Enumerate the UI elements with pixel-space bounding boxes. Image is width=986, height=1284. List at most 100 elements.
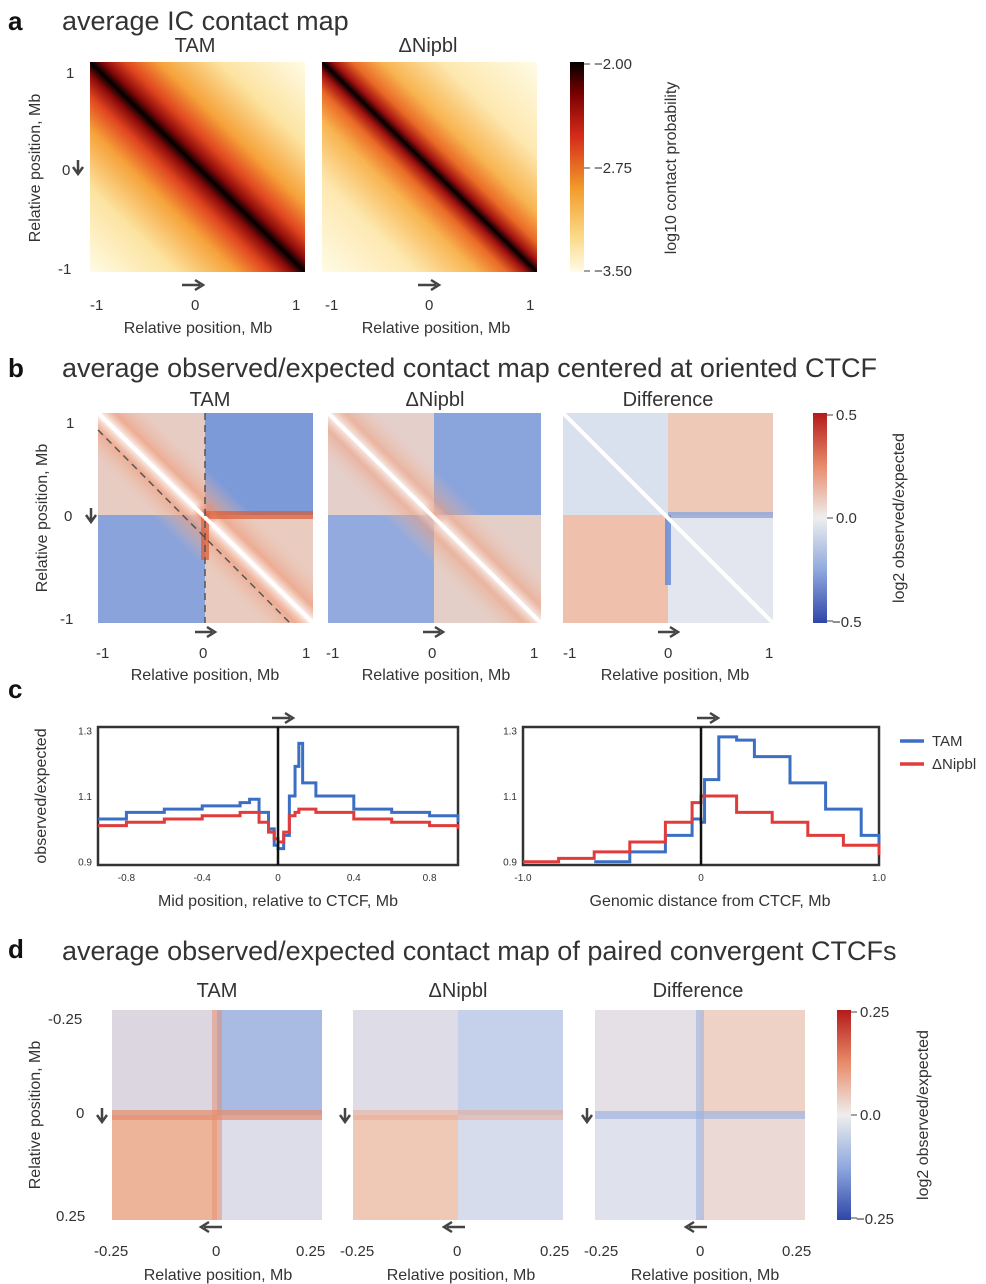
colorbar-a-tick-2: −2.75	[594, 160, 632, 177]
b3-xtick-1: -1	[563, 645, 576, 662]
panel-d-map-difference-title: Difference	[653, 980, 744, 1002]
colorbar-d-tick-2: 0.0	[860, 1107, 881, 1124]
a2-xtick-2: 0	[425, 297, 433, 314]
chart-c-left-xtick: 0.4	[347, 873, 361, 884]
d-xtick-2: 0	[212, 1243, 220, 1260]
chart-c-left-xtick: -0.4	[194, 873, 212, 884]
left-arrow-icon	[683, 1220, 707, 1234]
b-ytick-2: 0	[64, 508, 72, 525]
chart-c-left-ytick: 1.3	[78, 726, 92, 737]
panel-a-map-tam: TAM 1 0 -1 Relative position, Mb -1 0 1 …	[27, 35, 305, 337]
b-ytick-3: -1	[60, 611, 73, 628]
d-ytick-2: 0	[76, 1105, 84, 1122]
chart-c-right-ytick: 1.3	[503, 726, 517, 737]
right-arrow-icon	[697, 711, 721, 725]
chart-c-left-xtick: 0.8	[423, 873, 437, 884]
colorbar-d-label: log2 observed/expected	[915, 1030, 932, 1200]
panel-b-map-tam-title: TAM	[190, 389, 231, 411]
left-arrow-icon	[198, 1220, 222, 1234]
a-xtick-1: -1	[90, 297, 103, 314]
a2-xtick-3: 1	[526, 297, 534, 314]
panel-b-map-difference: Difference -1 0 1 Relative position, Mb	[561, 389, 775, 684]
panel-d-map-tam-title: TAM	[197, 980, 238, 1002]
right-arrow-icon	[272, 711, 296, 725]
colorbar-a-tick-1: −2.00	[594, 56, 632, 73]
b-xtick-1: -1	[96, 645, 109, 662]
chart-c-left-ytick: 1.1	[78, 792, 92, 803]
right-arrow-icon	[658, 625, 681, 639]
right-arrow-icon	[418, 278, 442, 292]
panel-b-map-difference-title: Difference	[623, 389, 714, 411]
panel-d-map-nipbl-title: ΔNipbl	[429, 980, 488, 1002]
chart-c-right-xtick: 1.0	[872, 873, 886, 884]
panel-a-letter: a	[8, 6, 23, 36]
colorbar-b-tick-3: −0.5	[832, 614, 862, 631]
b2-xtick-2: 0	[428, 645, 436, 662]
colorbar-a-label: log10 contact probability	[663, 82, 680, 255]
left-arrow-icon	[441, 1220, 465, 1234]
panel-b-map-nipbl-title: ΔNipbl	[406, 389, 465, 411]
a-ylabel: Relative position, Mb	[27, 94, 44, 243]
chart-c-left-ytick: 0.9	[78, 858, 92, 869]
chart-c-left-ylabel: observed/expected	[33, 728, 50, 863]
b-xtick-3: 1	[302, 645, 310, 662]
d-xtick-3: 0.25	[296, 1243, 325, 1260]
heatmap-a-nipbl	[322, 62, 537, 272]
right-arrow-icon	[423, 625, 446, 639]
panel-a-title: average IC contact map	[62, 6, 349, 36]
chart-c-right: Genomic distance from CTCF, Mb 0.9 1.1 1.3…	[503, 711, 886, 910]
panel-b-letter: b	[8, 353, 24, 383]
legend-label-tam: TAM	[932, 733, 963, 750]
a-ytick-3: -1	[58, 261, 71, 278]
d-ytick-1: -0.25	[48, 1011, 82, 1028]
panel-d-map-nipbl: ΔNipbl -0.25 0 0.25 Relative position, M…	[338, 980, 569, 1284]
dashed-line	[97, 429, 291, 624]
d-ylabel: Relative position, Mb	[27, 1041, 44, 1190]
b2-xtick-3: 1	[530, 645, 538, 662]
panel-b-map-tam: TAM 1 0 -1 Relative position, Mb -1 0 1 …	[34, 389, 315, 684]
b2-xtick-1: -1	[326, 645, 339, 662]
chart-c-left: observed/expected Mid position, relative…	[33, 711, 460, 910]
colorbar-a-bar	[570, 62, 584, 272]
chart-c-left-xlabel: Mid position, relative to CTCF, Mb	[158, 893, 398, 910]
a-xlabel: Relative position, Mb	[124, 320, 273, 337]
d3-xlabel: Relative position, Mb	[631, 1267, 780, 1284]
chart-c-left-series-nipbl	[98, 807, 460, 844]
b3-xtick-2: 0	[664, 645, 672, 662]
colorbar-b-tick-1: 0.5	[836, 407, 857, 424]
a2-xtick-1: -1	[325, 297, 338, 314]
b-ytick-1: 1	[66, 415, 74, 432]
legend-label-nipbl: ΔNipbl	[932, 756, 976, 773]
d-xtick-1: -0.25	[94, 1243, 128, 1260]
panel-d-letter: d	[8, 934, 24, 964]
d-xlabel: Relative position, Mb	[144, 1267, 293, 1284]
down-arrow-icon	[95, 1108, 109, 1125]
colorbar-a: −2.00 −2.75 −3.50 log10 contact probabil…	[570, 56, 680, 280]
colorbar-a-tick-3: −3.50	[594, 263, 632, 280]
a-xtick-3: 1	[292, 297, 300, 314]
chart-c-right-xtick: -1.0	[514, 873, 532, 884]
panel-a-map-tam-title: TAM	[175, 35, 216, 57]
legend: TAM ΔNipbl	[900, 733, 976, 773]
b-xtick-2: 0	[199, 645, 207, 662]
b3-xlabel: Relative position, Mb	[601, 667, 750, 684]
d3-xtick-2: 0	[696, 1243, 704, 1260]
chart-c-left-xtick: 0	[275, 873, 281, 884]
d2-xtick-2: 0	[453, 1243, 461, 1260]
chart-c-left-xtick: -0.8	[118, 873, 136, 884]
b-ylabel: Relative position, Mb	[34, 444, 51, 593]
panel-b-map-nipbl: ΔNipbl -1 0 1 Relative position, Mb	[326, 389, 543, 684]
colorbar-b-label: log2 observed/expected	[891, 433, 908, 603]
colorbar-d-bar	[837, 1010, 851, 1220]
right-arrow-icon	[195, 625, 218, 639]
panel-d-title: average observed/expected contact map of…	[62, 936, 896, 966]
chart-c-right-xlabel: Genomic distance from CTCF, Mb	[590, 893, 831, 910]
d2-xlabel: Relative position, Mb	[387, 1267, 536, 1284]
chart-c-right-ytick: 0.9	[503, 858, 517, 869]
panel-c-letter: c	[8, 674, 22, 704]
a-ytick-1: 1	[66, 65, 74, 82]
d3-xtick-3: 0.25	[782, 1243, 811, 1260]
b2-xlabel: Relative position, Mb	[362, 667, 511, 684]
panel-d-map-tam: TAM -0.25 0 0.25 Relative position, Mb -…	[27, 980, 325, 1284]
